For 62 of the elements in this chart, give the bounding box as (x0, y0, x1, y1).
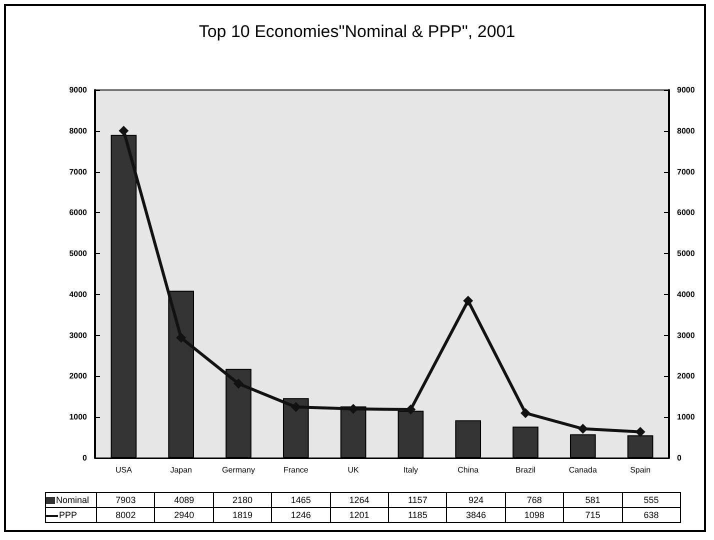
point (406, 404, 416, 415)
data-label: 1201 (330, 508, 388, 522)
data-label: 1157 (388, 492, 447, 508)
x-tick-label: Germany (222, 466, 255, 474)
data-label: 1465 (272, 492, 330, 508)
y2-tick-label: 6000 (677, 208, 696, 218)
point (520, 408, 530, 418)
x-tick-label: Japan (170, 466, 192, 474)
y-tick-label: 3000 (69, 330, 88, 340)
data-label: 768 (505, 492, 564, 508)
point (635, 426, 646, 437)
data-label: 1185 (388, 508, 447, 522)
point (578, 424, 588, 434)
data-label: 1819 (213, 508, 272, 522)
y2-tick-label: 1000 (677, 412, 696, 422)
x-tick-label: Brazil (515, 466, 536, 474)
data-label: 1264 (330, 492, 388, 508)
x-tick-label: Canada (568, 466, 598, 474)
x-tick-label: France (283, 466, 309, 474)
y-tick-label: 6000 (69, 208, 88, 218)
y2-tick-label: 0 (677, 454, 682, 462)
data-label: 2180 (213, 492, 272, 508)
data-label: 4089 (154, 492, 214, 508)
x-tick-label: Italy (403, 466, 418, 474)
data-label: 8002 (96, 508, 155, 522)
point (290, 402, 301, 412)
data-label: 638 (622, 508, 680, 522)
legend-label: Nominal (46, 492, 96, 508)
y2-tick-label: 8000 (677, 126, 696, 136)
point (234, 378, 244, 389)
x-tick-label: USA (115, 466, 133, 474)
data-label: 1098 (505, 508, 564, 522)
y-tick-label: 8000 (69, 126, 88, 136)
y-tick-label: 4000 (69, 290, 88, 299)
legend-label: PPP (46, 508, 96, 522)
y2-tick-label: 2000 (677, 372, 696, 381)
data-label: 2940 (154, 508, 214, 522)
y2-tick-label: 3000 (677, 330, 696, 340)
y2-tick-label: 9000 (677, 86, 696, 94)
y-tick-label: 0 (82, 454, 88, 462)
y-tick-label: 5000 (69, 249, 88, 258)
data-label: 924 (446, 492, 506, 508)
point (176, 332, 186, 343)
y-tick-label: 2000 (69, 372, 88, 381)
y2-tick-label: 4000 (677, 290, 696, 299)
point (463, 296, 474, 306)
y2-tick-label: 7000 (677, 167, 696, 176)
data-label: 555 (622, 492, 680, 508)
point (118, 126, 129, 136)
data-label: 715 (564, 508, 622, 522)
data-label: 3846 (446, 508, 506, 522)
y-tick-label: 9000 (69, 86, 88, 94)
y-tick-label: 1000 (69, 412, 88, 422)
chart-title: Top 10 Economies"Nominal & PPP", 2001 (198, 22, 516, 41)
x-tick-label: China (458, 466, 480, 474)
data-label: 581 (564, 492, 622, 508)
y-tick-label: 7000 (69, 167, 88, 176)
x-tick-label: UK (348, 466, 360, 474)
data-label: 7903 (96, 492, 155, 508)
x-tick-label: Spain (630, 466, 651, 474)
data-label: 1246 (272, 508, 330, 522)
y2-tick-label: 5000 (677, 249, 696, 258)
